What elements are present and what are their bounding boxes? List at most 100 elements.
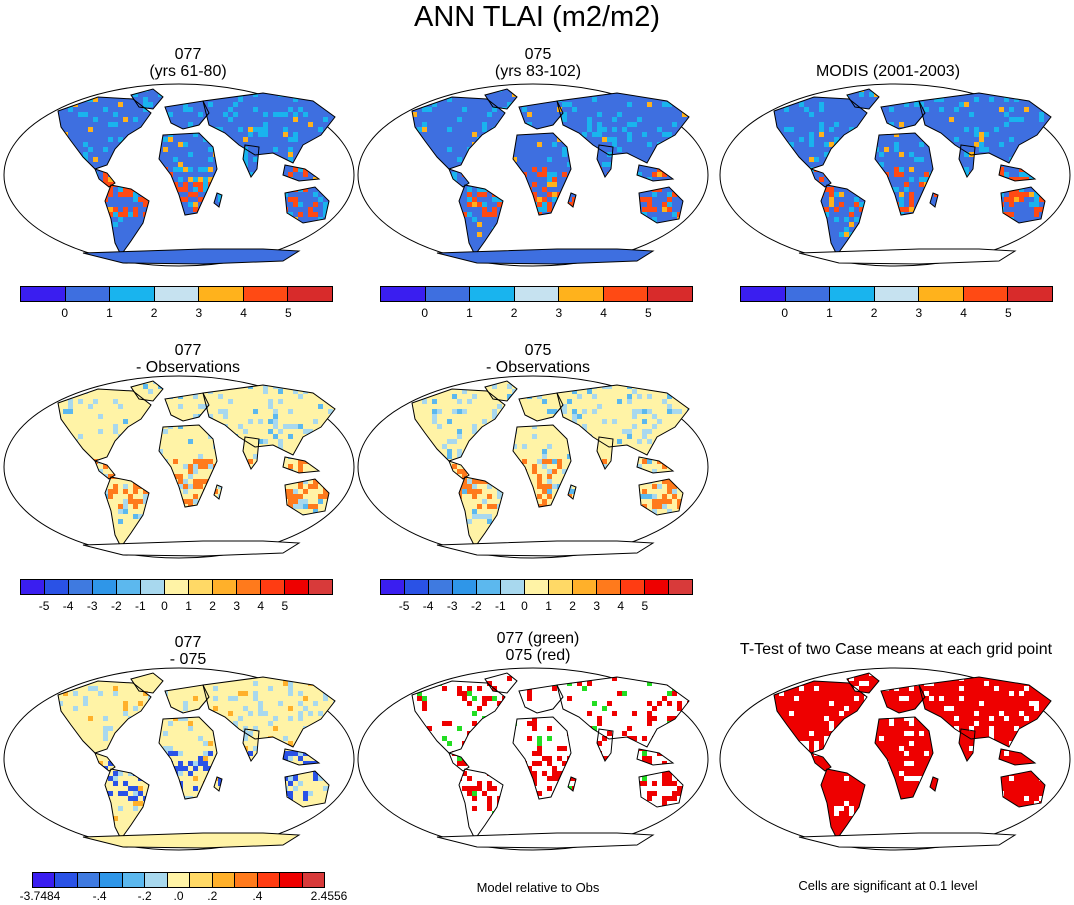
colorbar-swatch (514, 287, 560, 301)
coastline-na (773, 96, 868, 170)
panel-title-line2: - 075 (169, 651, 207, 668)
coastline-af (158, 424, 218, 508)
coastline-ant (82, 248, 301, 265)
colorbar-swatch (501, 580, 525, 594)
coastline-ant (436, 540, 655, 557)
colorbar-swatch (165, 580, 189, 594)
coastline-in (958, 728, 976, 762)
map-075 (357, 83, 709, 267)
panel-title-077: 077 (yrs 61-80) (18, 46, 358, 80)
coastline-ant (82, 832, 301, 849)
panel-title-line1: 077 (174, 342, 202, 359)
colorbar-tick-label: -5 (38, 599, 50, 613)
coastline-ant (436, 832, 655, 849)
coastline-au (284, 478, 330, 516)
map-green-red (357, 667, 709, 851)
colorbar-swatch (45, 580, 69, 594)
coastline-sa (820, 768, 866, 840)
panel-title-line1: 077 (174, 634, 202, 651)
colorbar-tick-label: 4 (600, 306, 607, 320)
coastline-mad (567, 484, 577, 500)
coastline-au (284, 770, 330, 808)
colorbar-tick-label: .2 (207, 889, 218, 903)
colorbar-swatch (874, 287, 920, 301)
coastline-mad (929, 776, 939, 792)
coastline-mad (213, 776, 223, 792)
panel-title-line2: 075 (red) (505, 647, 571, 664)
coastline-mad (567, 192, 577, 208)
coastline-sa (458, 184, 504, 256)
colorbar-tick-label: 1 (185, 599, 192, 613)
panel-title-077-obs: 077 - Observations (18, 342, 358, 376)
coastline-as (556, 384, 690, 456)
map-075-obs (357, 375, 709, 559)
colorbar-tick-label: -3 (86, 599, 98, 613)
coastline-au (284, 186, 330, 224)
coastline-as (202, 676, 336, 748)
colorbar-tick-label: -5 (398, 599, 410, 613)
coastline-as (556, 676, 690, 748)
coastline-sea (998, 164, 1037, 182)
colorbar-swatch (190, 873, 213, 887)
coastline-na (411, 96, 506, 170)
map-077-075 (3, 667, 355, 851)
coastline-in (242, 728, 260, 762)
coastline-sea (636, 748, 675, 766)
colorbar-swatch (1008, 287, 1053, 301)
panel-title-line1: T-Test of two Case means at each grid po… (739, 641, 1053, 658)
colorbar-swatch (212, 873, 236, 887)
colorbar-swatch (261, 580, 285, 594)
coastline-sa (458, 476, 504, 548)
coastline-ant (798, 832, 1017, 849)
coastline-au (1000, 770, 1046, 808)
coastline-na (57, 388, 152, 462)
colorbar-swatch (549, 580, 573, 594)
colorbar-swatch (21, 580, 45, 594)
colorbar-tick-label: -2 (470, 599, 482, 613)
colorbar-swatch (477, 580, 501, 594)
colorbar-tick-label: 3 (195, 306, 203, 320)
colorbar-swatch (110, 287, 155, 301)
colorbar-swatch (167, 873, 191, 887)
panel-title-line2: - Observations (485, 359, 591, 376)
colorbar-tick-label: -4 (422, 599, 434, 613)
colorbar-swatch (189, 580, 213, 594)
colorbar-tick-label: 5 (281, 599, 289, 613)
colorbar-swatch (280, 873, 303, 887)
coastline-na (773, 680, 868, 754)
colorbar-swatch (963, 287, 1009, 301)
colorbar-swatch (597, 580, 621, 594)
colorbar-swatch (257, 873, 281, 887)
colorbar-swatch (669, 580, 692, 594)
map-modis (719, 83, 1071, 267)
colorbar-swatch (237, 580, 261, 594)
colorbar-tick-label: 2 (870, 306, 878, 320)
colorbar-tick-label: 3 (593, 599, 601, 613)
colorbar-swatch (302, 873, 325, 887)
colorbar-swatch (453, 580, 477, 594)
colorbar-tick-label: 2 (150, 306, 158, 320)
coastline-af (512, 424, 572, 508)
colorbar-swatch (603, 287, 649, 301)
colorbar-swatch (288, 287, 333, 301)
coastline-sea (636, 456, 675, 474)
colorbar-tick-label: 2 (510, 306, 518, 320)
coastline-ant (82, 540, 301, 557)
coastline-gl (846, 88, 880, 110)
coastline-af (874, 716, 934, 800)
colorbar-tick-label: 1 (106, 306, 113, 320)
panel-title-modis: MODIS (2001-2003) (718, 63, 1058, 80)
colorbar-075-obs (380, 579, 693, 595)
coastline-gl (484, 88, 518, 110)
coastline-af (512, 716, 572, 800)
colorbar-ticks-075: 0 1 2 3 4 5 (380, 306, 693, 322)
panel-title-line1: 075 (524, 46, 552, 63)
colorbar-tick-label: 5 (1004, 306, 1012, 320)
coastline-gl (484, 672, 518, 694)
coastline-gl (130, 88, 164, 110)
coastline-ant (436, 248, 655, 265)
colorbar-tick-label: -3 (446, 599, 458, 613)
colorbar-tick-label: 4 (257, 599, 265, 613)
panel-title-line1: MODIS (2001-2003) (815, 63, 961, 80)
colorbar-swatch (65, 287, 111, 301)
